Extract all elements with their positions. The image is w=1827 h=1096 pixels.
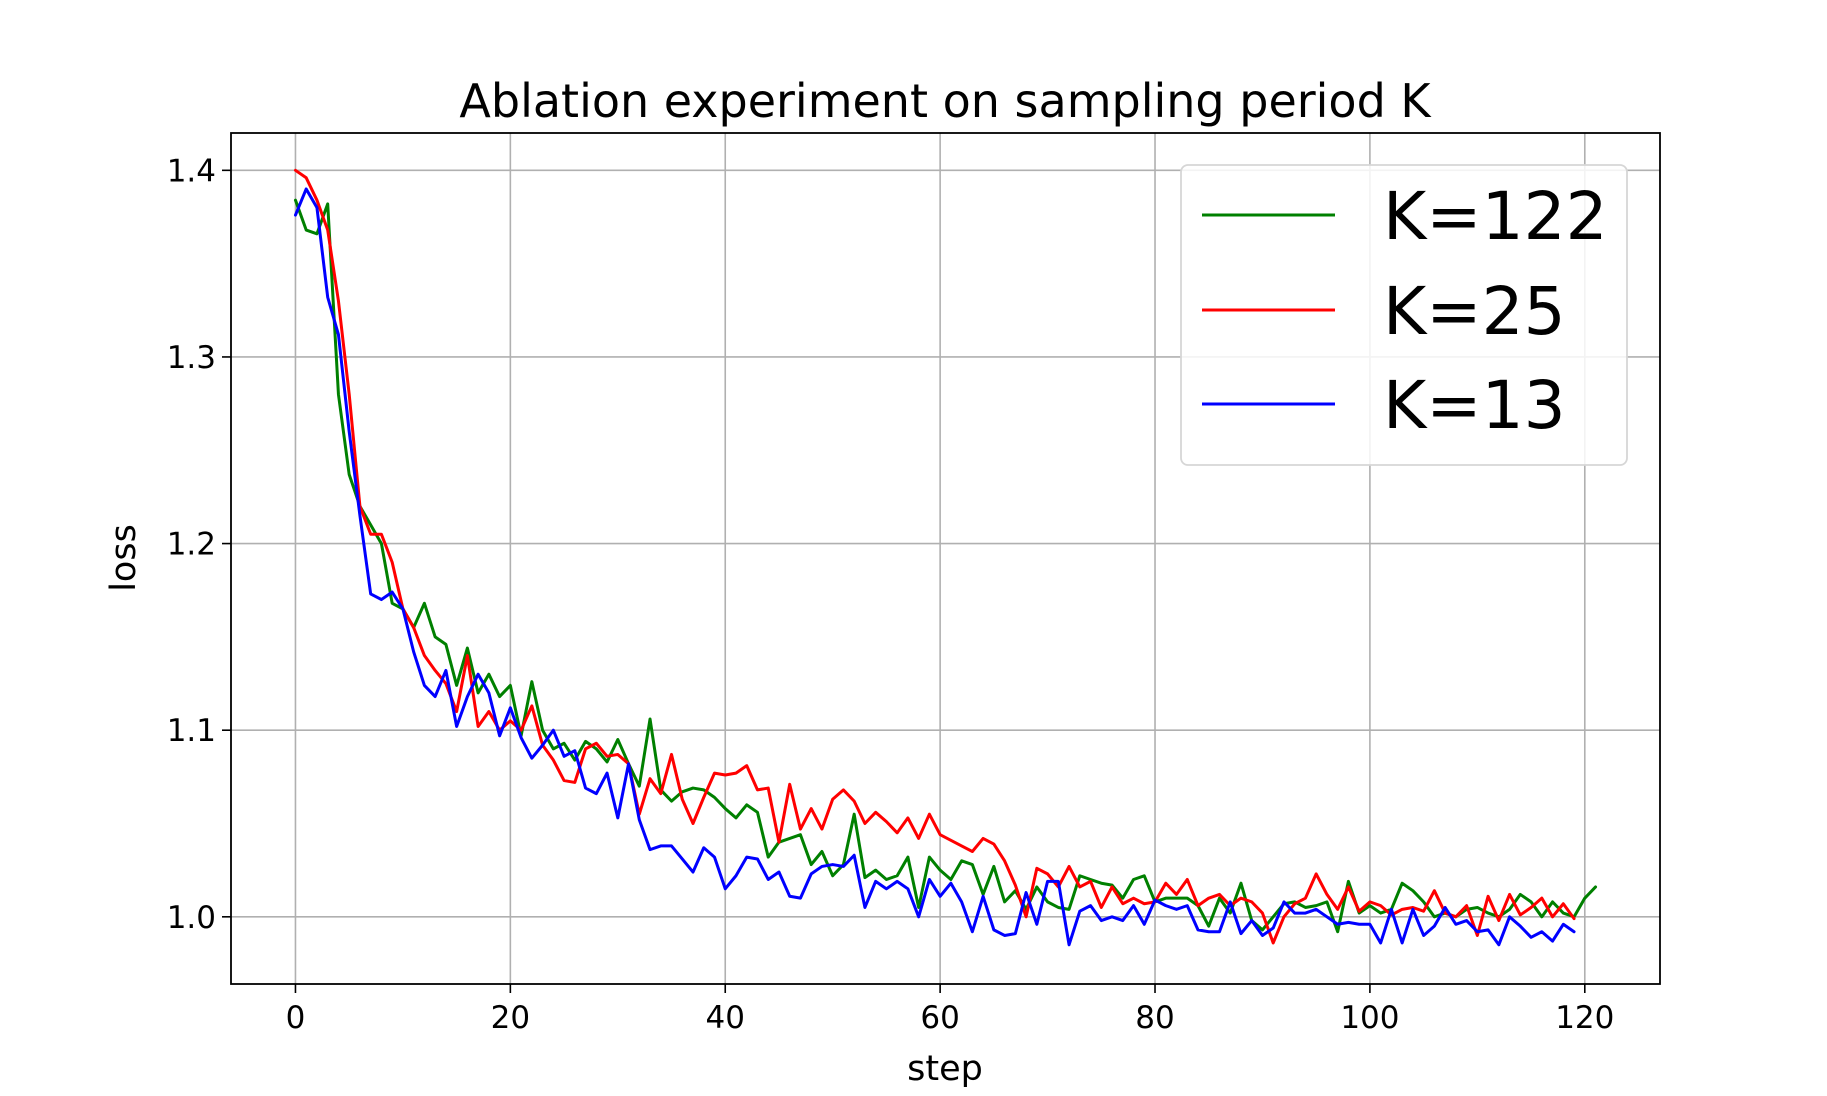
series-lines bbox=[293, 168, 1598, 947]
y-tick-label: 1.2 bbox=[167, 527, 216, 563]
legend-box bbox=[1180, 164, 1628, 466]
x-tick-label: 100 bbox=[1340, 1000, 1399, 1036]
legend: K=122 K=25 K=13 bbox=[1180, 164, 1628, 466]
y-tick-label: 1.4 bbox=[167, 153, 216, 189]
y-tick-label: 1.3 bbox=[167, 340, 216, 376]
x-tick-label: 120 bbox=[1555, 1000, 1614, 1036]
legend-label-k13: K=13 bbox=[1383, 367, 1566, 444]
plot-frame bbox=[230, 132, 1661, 985]
series-line-k122 bbox=[293, 198, 1598, 934]
x-tick-label: 0 bbox=[286, 1000, 306, 1036]
x-axis-label: step bbox=[907, 1049, 983, 1089]
x-tick-label: 60 bbox=[920, 1000, 959, 1036]
y-tick-label: 1.1 bbox=[167, 713, 216, 749]
x-axis-ticks: 0 20 40 60 80 100 120 bbox=[286, 984, 1614, 1036]
series-line-k13 bbox=[293, 187, 1576, 947]
x-tick-label: 80 bbox=[1135, 1000, 1174, 1036]
y-axis-label: loss bbox=[104, 524, 144, 592]
legend-label-k25: K=25 bbox=[1383, 273, 1566, 350]
x-tick-label: 40 bbox=[706, 1000, 745, 1036]
series-line-k25 bbox=[293, 168, 1576, 945]
legend-label-k122: K=122 bbox=[1383, 178, 1608, 255]
chart-title: Ablation experiment on sampling period K bbox=[459, 74, 1432, 128]
y-axis-ticks: 1.0 1.1 1.2 1.3 1.4 bbox=[167, 153, 231, 936]
x-tick-label: 20 bbox=[491, 1000, 530, 1036]
y-tick-label: 1.0 bbox=[167, 900, 216, 936]
